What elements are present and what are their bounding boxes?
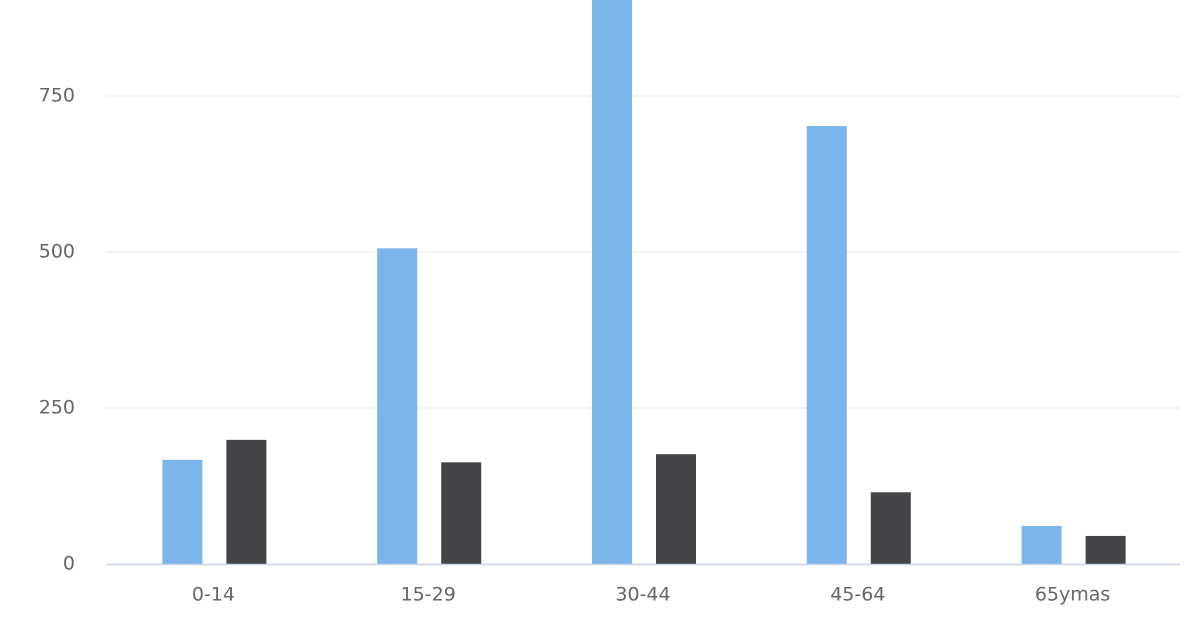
x-tick-label: 15-29 (401, 584, 456, 606)
bar (870, 492, 911, 564)
bar (1021, 525, 1062, 564)
y-tick-label: 0 (63, 553, 75, 575)
x-tick-label: 45-64 (830, 584, 885, 606)
bar (441, 462, 482, 564)
bar (226, 439, 267, 564)
bar (1085, 535, 1126, 564)
bar (806, 126, 847, 564)
bar (656, 454, 696, 564)
y-tick-label: 250 (39, 397, 75, 419)
x-tick-label: 0-14 (192, 584, 235, 606)
x-tick-label: 65ymas (1035, 584, 1110, 606)
x-tick-label: 30-44 (615, 584, 670, 606)
bar (162, 459, 203, 564)
y-tick-label: 750 (39, 85, 75, 107)
y-tick-label: 500 (39, 241, 75, 263)
bar (592, 0, 632, 565)
bar (377, 248, 418, 564)
